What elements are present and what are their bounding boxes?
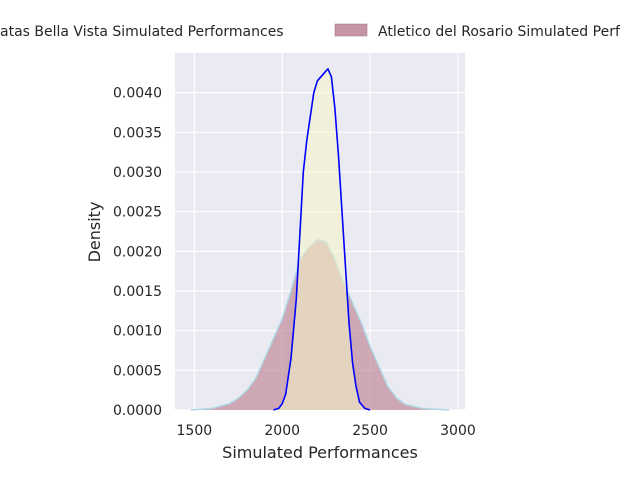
- y-tick-label: 0.0005: [113, 363, 162, 379]
- y-tick-label: 0.0020: [113, 244, 162, 260]
- y-tick-label: 0.0010: [113, 324, 162, 340]
- legend-label-series-1: atas Bella Vista Simulated Performances: [0, 24, 284, 40]
- y-tick-label: 0.0025: [113, 205, 162, 221]
- y-tick-label: 0.0040: [113, 86, 162, 102]
- legend: atas Bella Vista Simulated Performances …: [0, 23, 621, 40]
- tick-labels: 1500 2000 2500 3000 0.0000 0.0005 0.0010 0.0015…: [113, 86, 476, 439]
- y-tick-label: 0.0000: [113, 403, 162, 419]
- density-line-series-1: [273, 68, 371, 411]
- legend-label-series-2: Atletico del Rosario Simulated Perf: [378, 24, 621, 40]
- x-tick-label: 3000: [440, 423, 476, 439]
- y-axis-label: Density: [85, 202, 104, 263]
- x-tick-label: 2000: [264, 423, 300, 439]
- density-area-series-1: [273, 68, 371, 411]
- density-areas: [190, 68, 450, 411]
- y-tick-label: 0.0035: [113, 125, 162, 141]
- x-axis-label: Simulated Performances: [222, 443, 418, 462]
- y-tick-label: 0.0015: [113, 284, 162, 300]
- x-tick-label: 1500: [177, 423, 213, 439]
- y-tick-label: 0.0030: [113, 165, 162, 181]
- legend-swatch-series-2: [334, 23, 368, 37]
- x-tick-label: 2500: [352, 423, 388, 439]
